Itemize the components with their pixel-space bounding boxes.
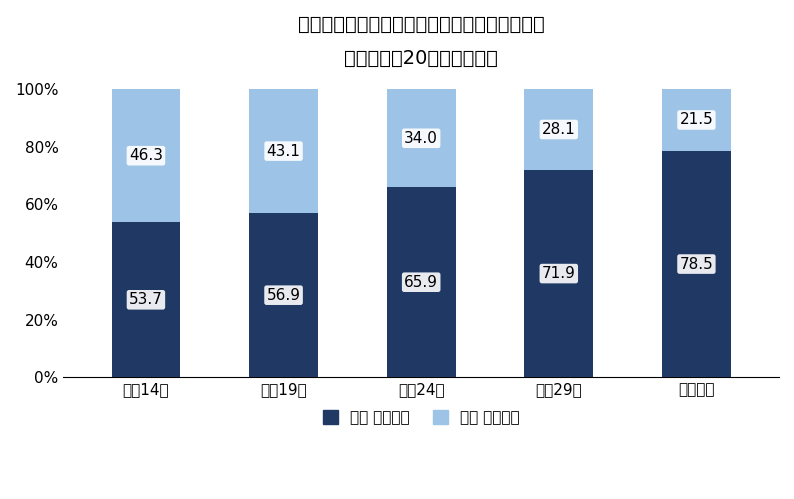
Bar bbox=[524, 170, 593, 377]
Text: 21.5: 21.5 bbox=[680, 112, 713, 127]
Bar bbox=[524, 89, 593, 170]
Title: 糖尿病が強く疑われる者における治療の状況の
年次推移（20歳以上）男性: 糖尿病が強く疑われる者における治療の状況の 年次推移（20歳以上）男性 bbox=[298, 15, 545, 68]
Bar bbox=[387, 187, 456, 377]
Text: 78.5: 78.5 bbox=[680, 256, 713, 271]
Text: 71.9: 71.9 bbox=[542, 266, 576, 281]
Text: 28.1: 28.1 bbox=[542, 122, 576, 137]
Text: 43.1: 43.1 bbox=[267, 144, 300, 159]
Bar bbox=[249, 89, 318, 213]
Bar bbox=[662, 151, 730, 377]
Text: 53.7: 53.7 bbox=[129, 292, 163, 307]
Text: 34.0: 34.0 bbox=[404, 131, 438, 146]
Bar bbox=[387, 89, 456, 187]
Bar bbox=[249, 213, 318, 377]
Bar bbox=[662, 89, 730, 151]
Bar bbox=[111, 89, 180, 223]
Bar bbox=[111, 223, 180, 377]
Text: 65.9: 65.9 bbox=[404, 275, 438, 290]
Text: 56.9: 56.9 bbox=[267, 288, 301, 303]
Text: 46.3: 46.3 bbox=[129, 148, 163, 163]
Legend: 男性 治療あり, 男性 治療なし: 男性 治療あり, 男性 治療なし bbox=[315, 403, 527, 433]
